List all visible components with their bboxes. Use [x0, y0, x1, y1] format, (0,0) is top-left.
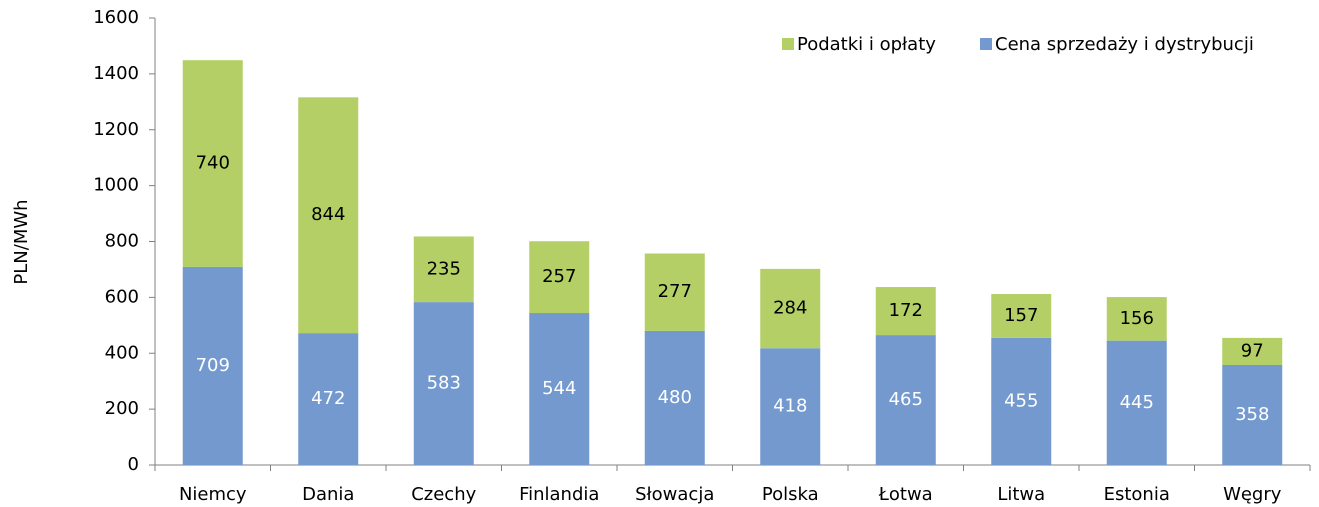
data-label: 157: [1004, 305, 1038, 326]
bar-segment: [1222, 364, 1283, 465]
bar-segment: [875, 287, 936, 336]
bar-segment: [298, 97, 359, 334]
data-label: 709: [196, 355, 230, 376]
data-label: 418: [773, 396, 807, 417]
data-label: 156: [1120, 308, 1154, 329]
bar-segment: [413, 236, 474, 303]
legend-label: Cena sprzedaży i dystrybucji: [995, 34, 1254, 55]
y-tick-label: 0: [128, 454, 139, 475]
y-axis-label: PLN/MWh: [11, 199, 32, 284]
data-label: 583: [427, 373, 461, 394]
x-tick-label: Dania: [302, 484, 354, 505]
data-label: 97: [1241, 340, 1264, 361]
bar-segment: [1106, 297, 1167, 341]
data-label: 740: [196, 153, 230, 174]
y-tick-label: 1600: [93, 7, 139, 28]
bar-segment: [991, 294, 1052, 338]
data-label: 844: [311, 204, 345, 225]
data-label: 358: [1235, 404, 1269, 425]
x-tick-label: Słowacja: [635, 484, 714, 505]
bar-segment: [182, 60, 243, 267]
data-label: 465: [889, 389, 923, 410]
x-tick-label: Łotwa: [878, 484, 933, 505]
bar-segment: [1222, 337, 1283, 365]
x-tick-label: Estonia: [1104, 484, 1170, 505]
legend-swatch: [980, 38, 992, 50]
data-label: 284: [773, 298, 807, 319]
data-label: 544: [542, 378, 576, 399]
y-tick-label: 1200: [93, 119, 139, 140]
y-tick-label: 800: [105, 231, 139, 252]
bar-segment: [644, 253, 705, 331]
bar-segment: [182, 266, 243, 465]
x-tick-label: Czechy: [411, 484, 476, 505]
data-label: 257: [542, 266, 576, 287]
bar-segment: [529, 313, 590, 465]
legend-label: Podatki i opłaty: [797, 34, 936, 55]
data-label: 480: [658, 387, 692, 408]
bar-segment: [644, 330, 705, 465]
x-tick-label: Finlandia: [519, 484, 599, 505]
bar-segment: [991, 337, 1052, 465]
x-tick-label: Polska: [762, 484, 819, 505]
bar-segment: [760, 348, 821, 465]
y-tick-label: 400: [105, 342, 139, 363]
bar-segment: [298, 333, 359, 465]
y-tick-label: 600: [105, 286, 139, 307]
bar-segment: [760, 268, 821, 349]
legend-swatch: [782, 38, 794, 50]
data-label: 235: [427, 258, 461, 279]
y-tick-label: 1000: [93, 175, 139, 196]
bar-segment: [413, 302, 474, 465]
data-label: 472: [311, 388, 345, 409]
y-tick-label: 1400: [93, 63, 139, 84]
x-tick-label: Niemcy: [179, 484, 247, 505]
bar-segment: [529, 241, 590, 314]
x-tick-label: Litwa: [997, 484, 1045, 505]
data-label: 172: [889, 300, 923, 321]
bar-segment: [875, 335, 936, 465]
data-label: 277: [658, 281, 692, 302]
y-tick-label: 200: [105, 398, 139, 419]
bar-segment: [1106, 340, 1167, 465]
data-label: 445: [1120, 392, 1154, 413]
x-tick-label: Węgry: [1223, 484, 1282, 505]
data-label: 455: [1004, 390, 1038, 411]
